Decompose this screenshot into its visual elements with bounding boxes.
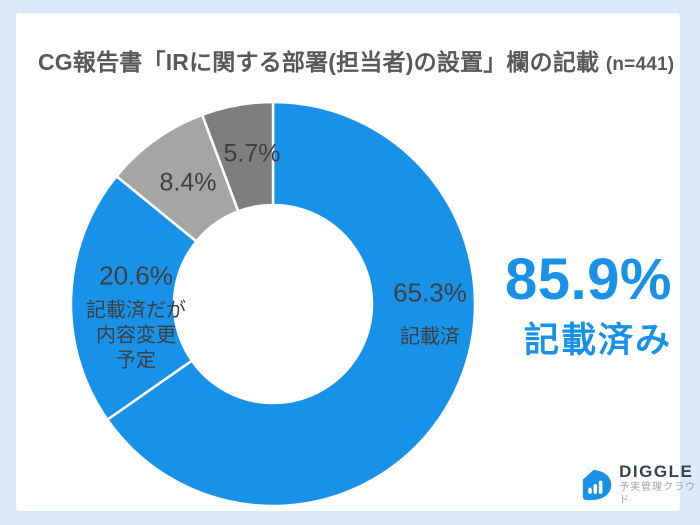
sample-size: (n=441): [605, 54, 675, 75]
logo-tagline: 予実管理クラウド: [619, 482, 697, 506]
segment-1-label: 記載済: [400, 326, 460, 348]
highlight-label: 記載済み: [523, 321, 672, 360]
diggle-d-icon: [582, 469, 612, 500]
highlight-value: 85.9%: [505, 247, 672, 312]
segment-1-percentage: 65.3%: [393, 277, 467, 308]
donut-segment-2: [69, 174, 198, 421]
segment-3-percentage: 8.4%: [159, 168, 217, 197]
segment-2-label-line3: 予定: [116, 349, 156, 372]
segment-2-percentage: 20.6%: [99, 260, 173, 291]
chart-title: CG報告書「IRに関する部署(担当者)の設置」欄の記載 (n=441): [38, 43, 674, 77]
donut-chart: [69, 100, 477, 508]
chart-title-text: CG報告書「IRに関する部署(担当者)の設置」欄の記載: [38, 49, 600, 75]
diggle-logo: DIGGLE 予実管理クラウド: [582, 462, 697, 507]
segment-2-label-line2: 内容変更: [96, 324, 176, 347]
donut-segment-1: [106, 100, 477, 508]
segment-2-label-line1: 記載済だが: [86, 299, 186, 322]
chart-card: CG報告書「IRに関する部署(担当者)の設置」欄の記載 (n=441) 65.3…: [16, 13, 695, 511]
logo-text: DIGGLE 予実管理クラウド: [619, 462, 697, 507]
donut-segment-4: [200, 100, 275, 213]
segment-2-label: 記載済だが 内容変更 予定: [86, 299, 186, 374]
logo-name: DIGGLE: [619, 462, 694, 481]
highlight-callout: 85.9% 記載済み: [505, 249, 672, 361]
segment-4-percentage: 5.7%: [223, 139, 281, 168]
